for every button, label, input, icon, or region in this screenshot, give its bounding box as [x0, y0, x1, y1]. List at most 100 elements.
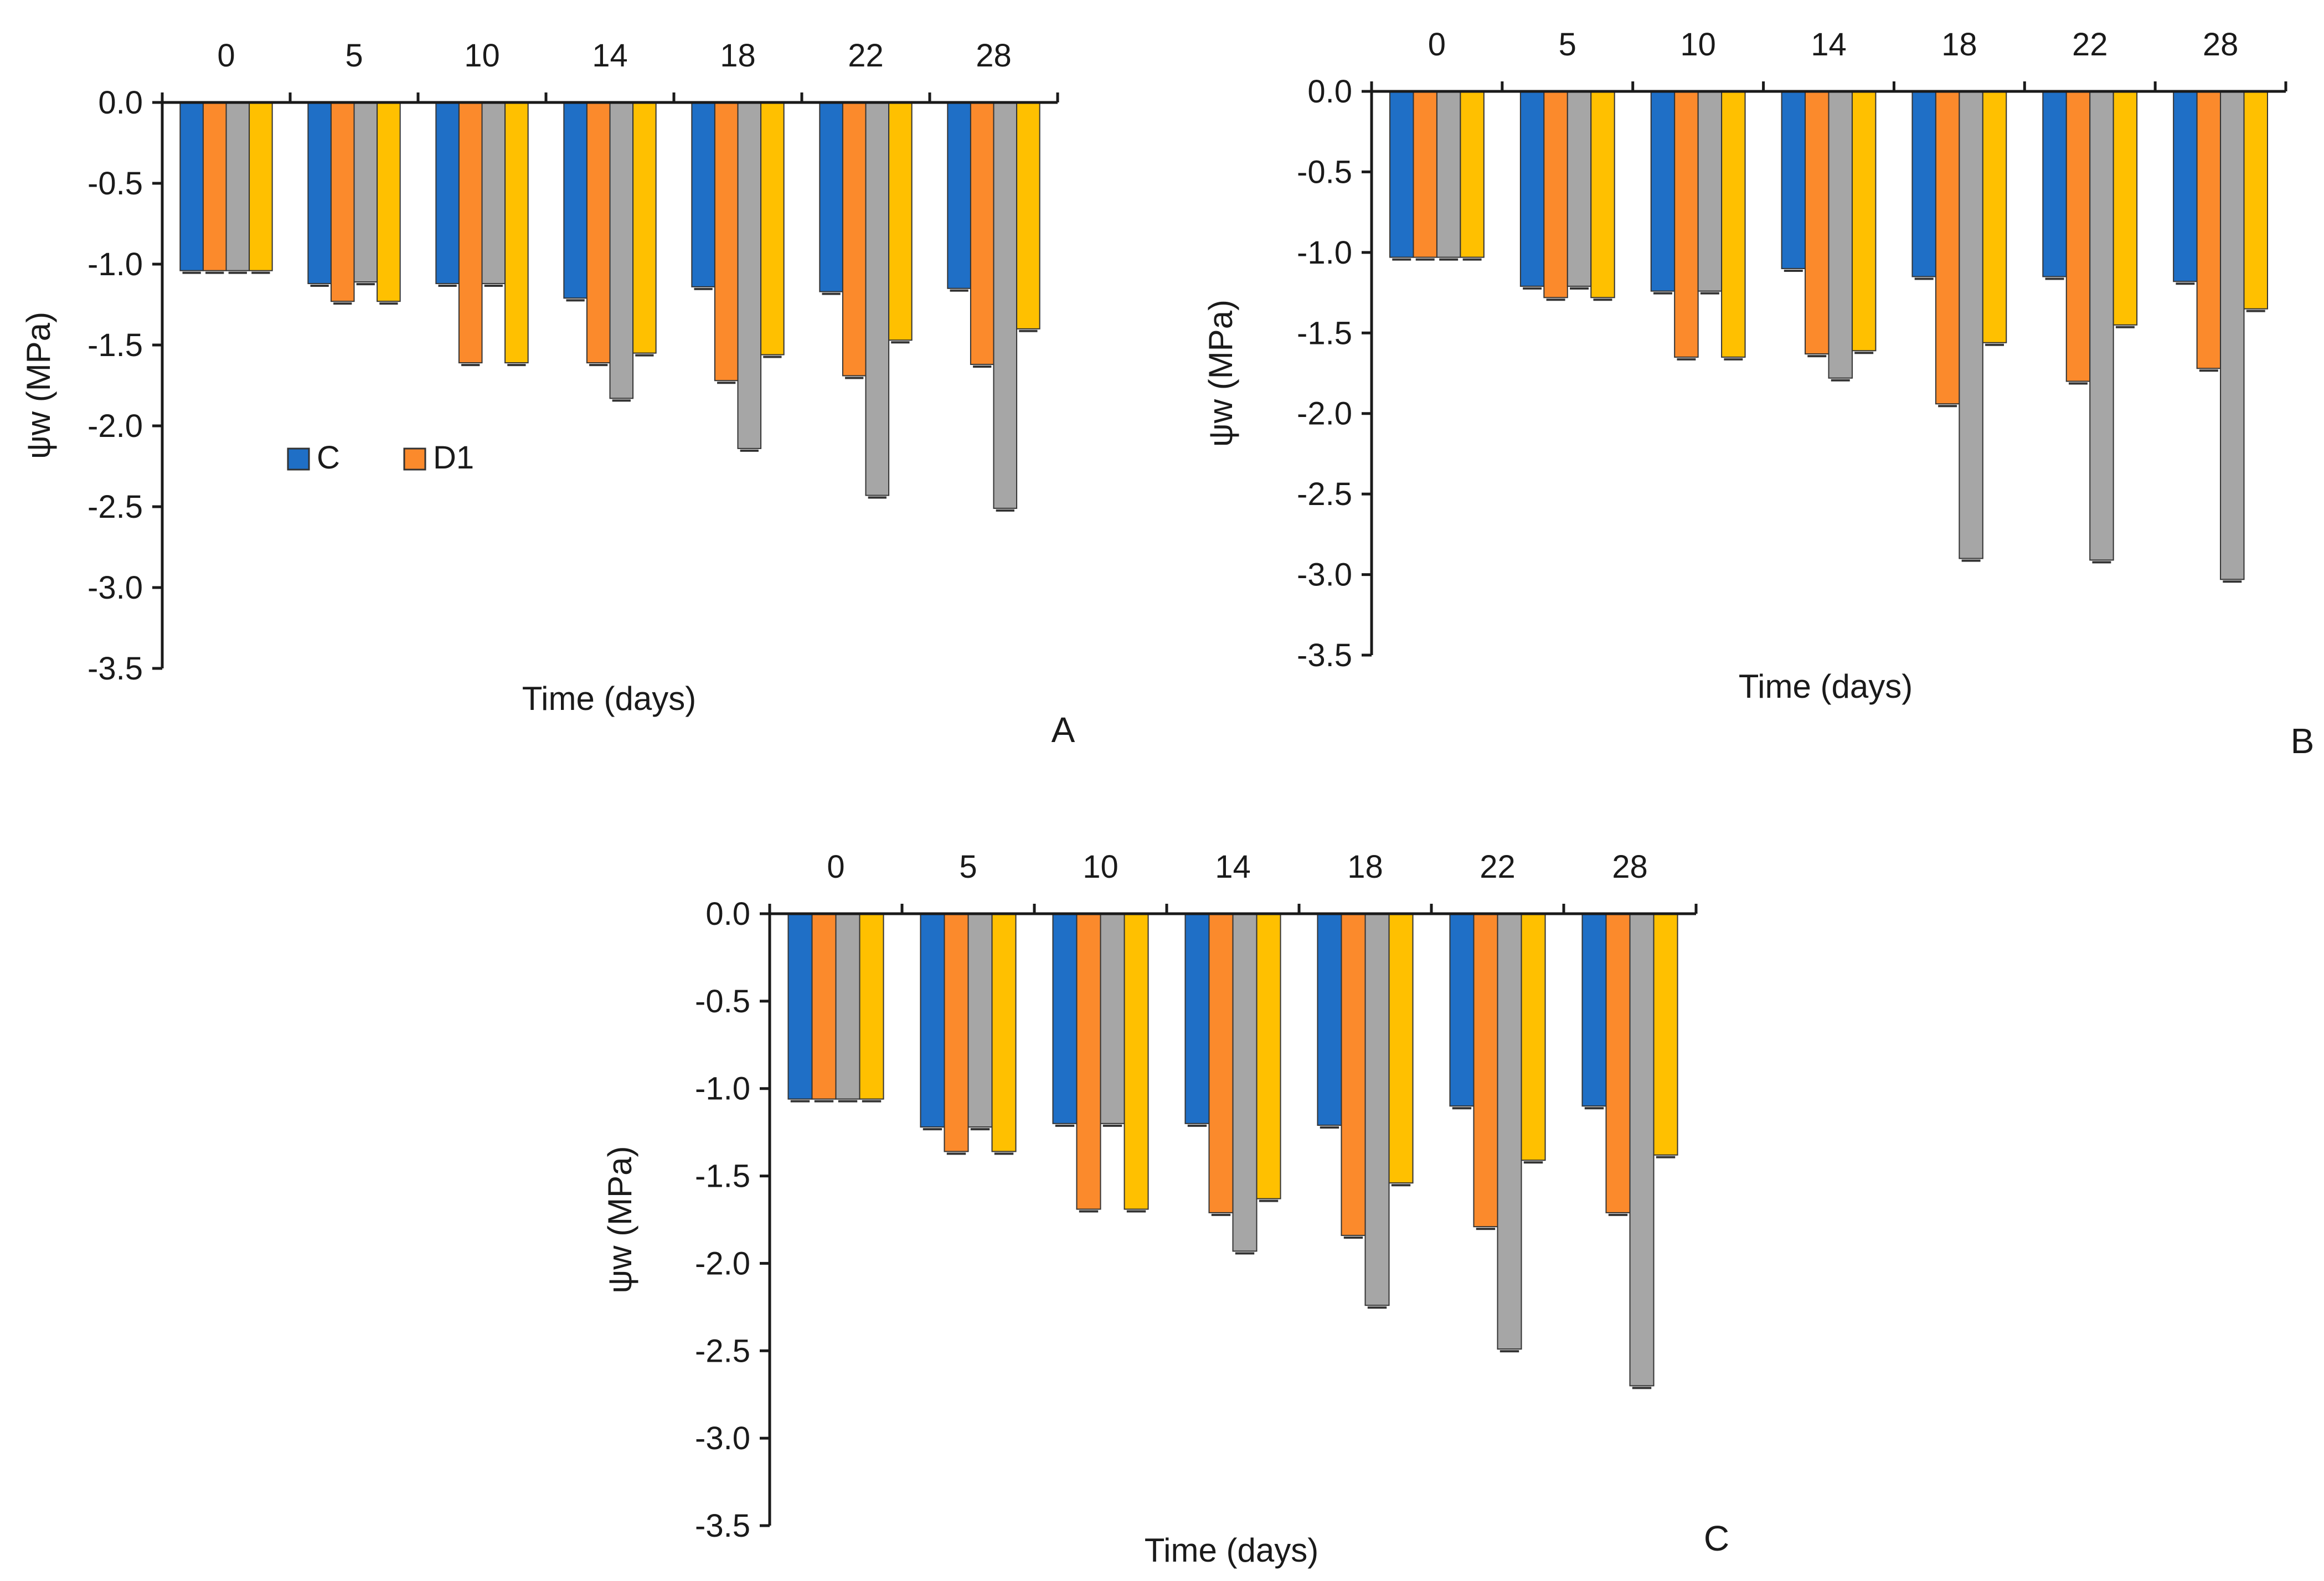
bar-a-c-day-18 — [691, 102, 715, 287]
bar-c-d3-day-14 — [1256, 913, 1281, 1199]
bar-a-d3-day-5 — [377, 102, 401, 302]
bar-b-c-day-10 — [1650, 91, 1676, 292]
bar-c-d3-day-0 — [859, 913, 884, 1100]
bar-c-d2-day-5 — [967, 913, 993, 1128]
x-tick-label: 18 — [1347, 849, 1383, 885]
x-tick-label: 18 — [1941, 27, 1977, 63]
bar-b-d1-day-0 — [1413, 91, 1437, 258]
x-tick-label: 28 — [2203, 27, 2239, 63]
x-axis-title: Time (days) — [522, 680, 696, 717]
bar-a-c-day-10 — [435, 102, 460, 285]
bar-c-d3-day-28 — [1653, 913, 1678, 1156]
bar-c-d1-day-28 — [1605, 913, 1631, 1213]
bar-a-d2-day-10 — [481, 102, 506, 285]
bar-a-d3-day-0 — [249, 102, 273, 271]
x-tick-label: 14 — [1215, 849, 1251, 885]
bar-c-c-day-10 — [1052, 913, 1078, 1124]
panel-b: 0.0 -0.5 -1.0 -1.5 -2.0 -2.5 -3.0 -3.5 0 5 10 14 18 2… — [1202, 27, 2314, 761]
x-tick-label: 10 — [1083, 849, 1119, 885]
bar-b-d2-day-18 — [1959, 91, 1983, 559]
bar-b-d3-day-22 — [2112, 91, 2138, 326]
bar-a-d3-day-18 — [760, 102, 785, 356]
bar-c-d1-day-0 — [811, 913, 837, 1100]
bar-c-d1-day-10 — [1076, 913, 1101, 1210]
bar-c-d1-day-18 — [1341, 913, 1366, 1236]
y-tick-label: -3.5 — [87, 651, 143, 687]
y-tick-label: 0.0 — [705, 896, 750, 932]
bar-a-c-day-0 — [179, 102, 204, 271]
bar-a-d3-day-10 — [504, 102, 529, 364]
bar-a-d1-day-14 — [586, 102, 611, 364]
legend-label-d1: D1 — [433, 440, 474, 476]
y-tick-label: -1.0 — [1297, 235, 1352, 271]
y-tick-label: -2.0 — [87, 408, 143, 444]
bar-c-d3-day-18 — [1388, 913, 1414, 1184]
bar-b-d2-day-5 — [1566, 91, 1592, 287]
panel-letter: C — [1704, 1518, 1729, 1558]
y-tick-label: -2.5 — [695, 1333, 750, 1369]
y-tick-label: -2.0 — [695, 1245, 750, 1281]
bar-a-d3-day-28 — [1016, 102, 1040, 329]
bar-c-d2-day-18 — [1364, 913, 1390, 1306]
bar-a-d3-day-14 — [632, 102, 657, 354]
bar-a-c-day-14 — [563, 102, 588, 299]
y-tick-label: -3.0 — [87, 570, 143, 606]
bar-a-c-day-22 — [819, 102, 843, 292]
y-axis-title: ψw (MPa) — [601, 1146, 638, 1293]
x-tick-label: 22 — [1480, 849, 1516, 885]
bar-c-d3-day-22 — [1521, 913, 1546, 1161]
x-tick-label: 22 — [2072, 27, 2108, 63]
x-tick-label: 10 — [464, 38, 500, 74]
bar-a-d1-day-0 — [202, 102, 227, 271]
legend: C D1 — [287, 440, 474, 476]
panel-c: 0.0 -0.5 -1.0 -1.5 -2.0 -2.5 -3.0 -3.5 0 5 10 14 18 2… — [601, 849, 1729, 1569]
y-axis-title: ψw (MPa) — [1202, 300, 1239, 447]
y-tick-label: -2.5 — [1297, 476, 1352, 512]
bar-b-c-day-18 — [1911, 91, 1936, 277]
x-tick-label: 28 — [1612, 849, 1648, 885]
x-tick-label: 5 — [1559, 27, 1576, 63]
bar-c-d2-day-28 — [1629, 913, 1655, 1387]
bar-c-d2-day-10 — [1100, 913, 1125, 1124]
bar-c-c-day-28 — [1581, 913, 1607, 1107]
bar-c-d1-day-22 — [1473, 913, 1498, 1228]
bar-a-d2-day-22 — [865, 102, 890, 496]
y-tick-label: -1.0 — [695, 1071, 750, 1107]
y-tick-label: -2.5 — [87, 489, 143, 525]
bar-b-d3-day-5 — [1590, 91, 1615, 298]
x-tick-label: 0 — [1428, 27, 1446, 63]
x-axis-title: Time (days) — [1739, 668, 1913, 705]
x-tick-label: 14 — [1811, 27, 1847, 63]
bar-b-c-day-22 — [2042, 91, 2067, 277]
bar-b-d1-day-18 — [1935, 91, 1960, 405]
bar-c-c-day-22 — [1449, 913, 1475, 1107]
bar-b-d3-day-0 — [1460, 91, 1485, 258]
panel-a: 0.0 -0.5 -1.0 -1.5 -2.0 -2.5 -3.0 -3.5 0 5 10 14 18 2… — [20, 38, 1075, 750]
bar-b-d1-day-5 — [1543, 91, 1568, 298]
bar-c-c-day-5 — [920, 913, 945, 1128]
bar-a-d1-day-22 — [842, 102, 867, 377]
bar-b-d2-day-10 — [1697, 91, 1723, 292]
bar-c-d1-day-5 — [944, 913, 969, 1152]
x-tick-label: 0 — [827, 849, 844, 885]
bar-b-d2-day-28 — [2220, 91, 2245, 580]
x-tick-label: 14 — [592, 38, 628, 74]
bar-c-d1-day-14 — [1208, 913, 1234, 1213]
y-tick-label: 0.0 — [98, 85, 143, 121]
bar-b-d2-day-22 — [2089, 91, 2114, 561]
y-tick-label: -3.5 — [1297, 637, 1352, 673]
x-tick-label: 5 — [345, 38, 363, 74]
bar-a-d3-day-22 — [888, 102, 913, 341]
legend-swatch-c — [287, 447, 310, 471]
bar-b-c-day-14 — [1781, 91, 1806, 269]
bar-a-d2-day-14 — [609, 102, 634, 399]
bar-b-d2-day-14 — [1828, 91, 1853, 379]
bar-c-d2-day-22 — [1497, 913, 1522, 1350]
y-tick-label: -1.0 — [87, 246, 143, 282]
bar-c-c-day-14 — [1184, 913, 1210, 1124]
bar-b-d1-day-28 — [2196, 91, 2222, 369]
legend-label-c: C — [317, 440, 340, 476]
x-tick-label: 28 — [976, 38, 1012, 74]
bar-b-c-day-28 — [2173, 91, 2198, 282]
